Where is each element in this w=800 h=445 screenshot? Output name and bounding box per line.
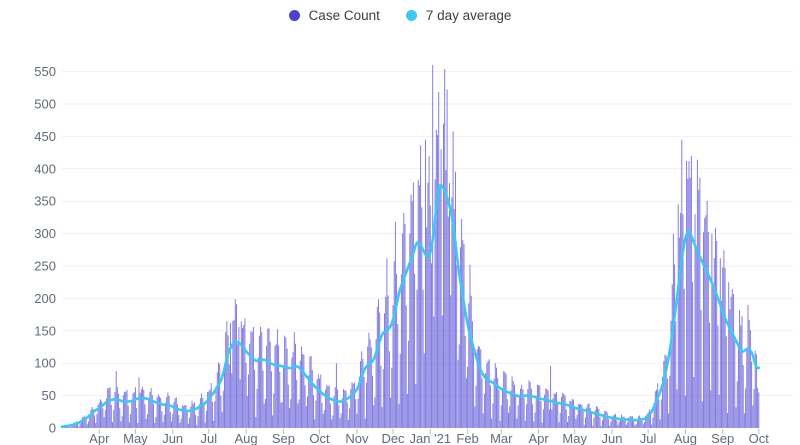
x-axis-label: Jul — [640, 431, 657, 445]
x-axis-label: Nov — [345, 431, 369, 445]
seven-day-average-line — [60, 183, 761, 428]
x-axis-label: Jul — [200, 431, 217, 445]
x-axis-label: Jan '21 — [410, 431, 452, 445]
seven-day-average-legend-label: 7 day average — [425, 8, 512, 23]
x-axis-label: Feb — [456, 431, 478, 445]
x-axis-label: Jun — [162, 431, 183, 445]
legend-item-seven-day-average[interactable]: 7 day average — [405, 8, 512, 23]
case-count-legend-label: Case Count — [308, 8, 380, 23]
y-axis-label: 450 — [34, 129, 56, 144]
axes: 0 50 100 150 200 250 300 350 400 450 500 550 Apr May J… — [34, 64, 769, 445]
case-count-legend-dot-icon — [288, 10, 300, 21]
case-count-bars-group — [61, 65, 760, 428]
x-axis-label: Apr — [528, 431, 549, 445]
y-axis-label: 200 — [34, 291, 56, 306]
x-axis-label: Apr — [89, 431, 110, 445]
y-axis-label: 150 — [34, 323, 56, 338]
x-axis-label: Dec — [381, 431, 405, 445]
x-axis-label: Oct — [749, 431, 770, 445]
x-axis-label: Jun — [602, 431, 623, 445]
chart-legend: Case Count 7 day average — [0, 8, 800, 23]
legend-item-case-count[interactable]: Case Count — [288, 8, 380, 23]
x-axis-label: Oct — [309, 431, 330, 445]
seven-day-average-line-group — [60, 183, 761, 428]
x-axis-label: May — [123, 431, 148, 445]
x-axis-label: Sep — [711, 431, 734, 445]
y-axis-label: 400 — [34, 161, 56, 176]
x-axis-label: Sep — [272, 431, 295, 445]
y-axis-label: 250 — [34, 259, 56, 274]
x-axis-label: Mar — [490, 431, 513, 445]
x-axis-label: May — [562, 431, 587, 445]
y-axis-label: 550 — [34, 64, 56, 79]
y-axis-label: 50 — [42, 388, 56, 403]
y-axis-label: 300 — [34, 226, 56, 241]
y-axis-label: 350 — [34, 194, 56, 209]
x-axis-label: Aug — [674, 431, 697, 445]
case-count-bars — [61, 65, 760, 428]
y-axis-label: 100 — [34, 356, 56, 371]
seven-day-average-legend-dot-icon — [405, 10, 417, 21]
y-axis-label: 500 — [34, 97, 56, 112]
x-axis-label: Aug — [235, 431, 258, 445]
y-axis-label: 0 — [49, 421, 56, 436]
